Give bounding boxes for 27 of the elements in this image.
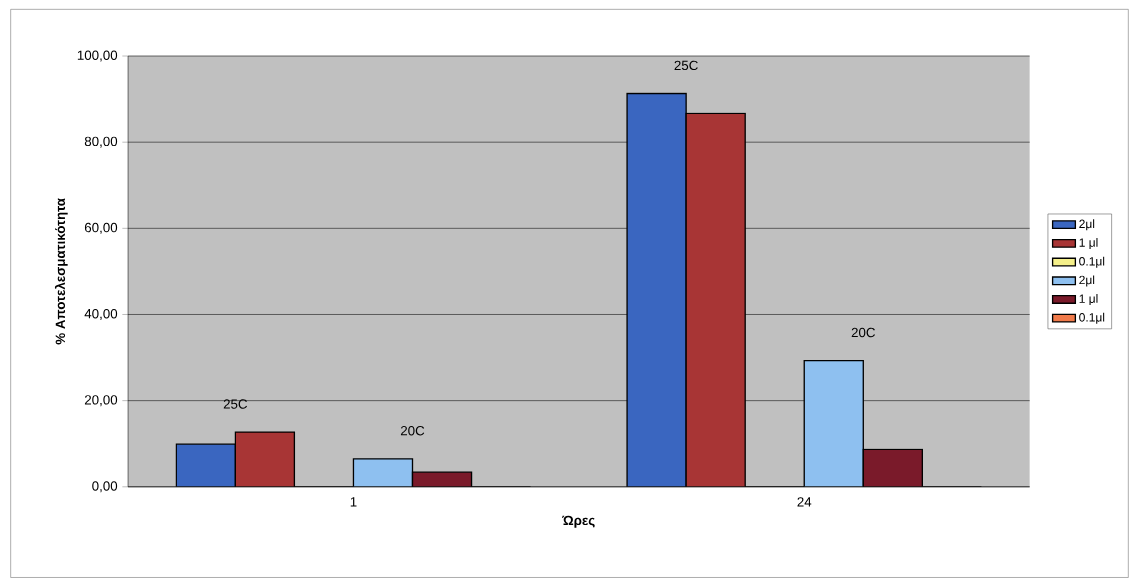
annotation: 25C	[223, 399, 248, 409]
legend-label: 1 μl	[1079, 238, 1098, 250]
y-tick-label: 80,00	[84, 136, 118, 148]
x-tick-label: 1	[350, 497, 357, 507]
legend-label: 1 μl	[1079, 294, 1098, 306]
y-tick-label: 0,00	[92, 481, 118, 493]
x-tick-label: 24	[797, 497, 812, 507]
legend-label: 2μl	[1079, 275, 1095, 287]
x-axis-title: Ώρες	[562, 515, 595, 528]
bar	[175, 443, 237, 487]
annotation: 20C	[400, 426, 425, 436]
y-axis-title: % Αποτελεσματικότητα	[54, 198, 68, 345]
y-tick-label: 40,00	[84, 309, 118, 321]
bar	[862, 448, 924, 487]
bar	[234, 431, 296, 487]
legend-label: 2μl	[1079, 219, 1095, 231]
y-tick-label: 100,00	[77, 50, 118, 62]
bar	[626, 92, 687, 487]
legend-label: 0.1μl	[1079, 312, 1105, 324]
legend-label: 0.1μl	[1079, 256, 1105, 268]
bar	[803, 359, 864, 487]
bar	[685, 112, 746, 487]
y-tick-label: 60,00	[84, 222, 118, 234]
bar	[352, 458, 414, 487]
y-tick-label: 20,00	[84, 395, 118, 407]
annotation: 20C	[851, 327, 876, 338]
annotation: 25C	[674, 60, 698, 71]
